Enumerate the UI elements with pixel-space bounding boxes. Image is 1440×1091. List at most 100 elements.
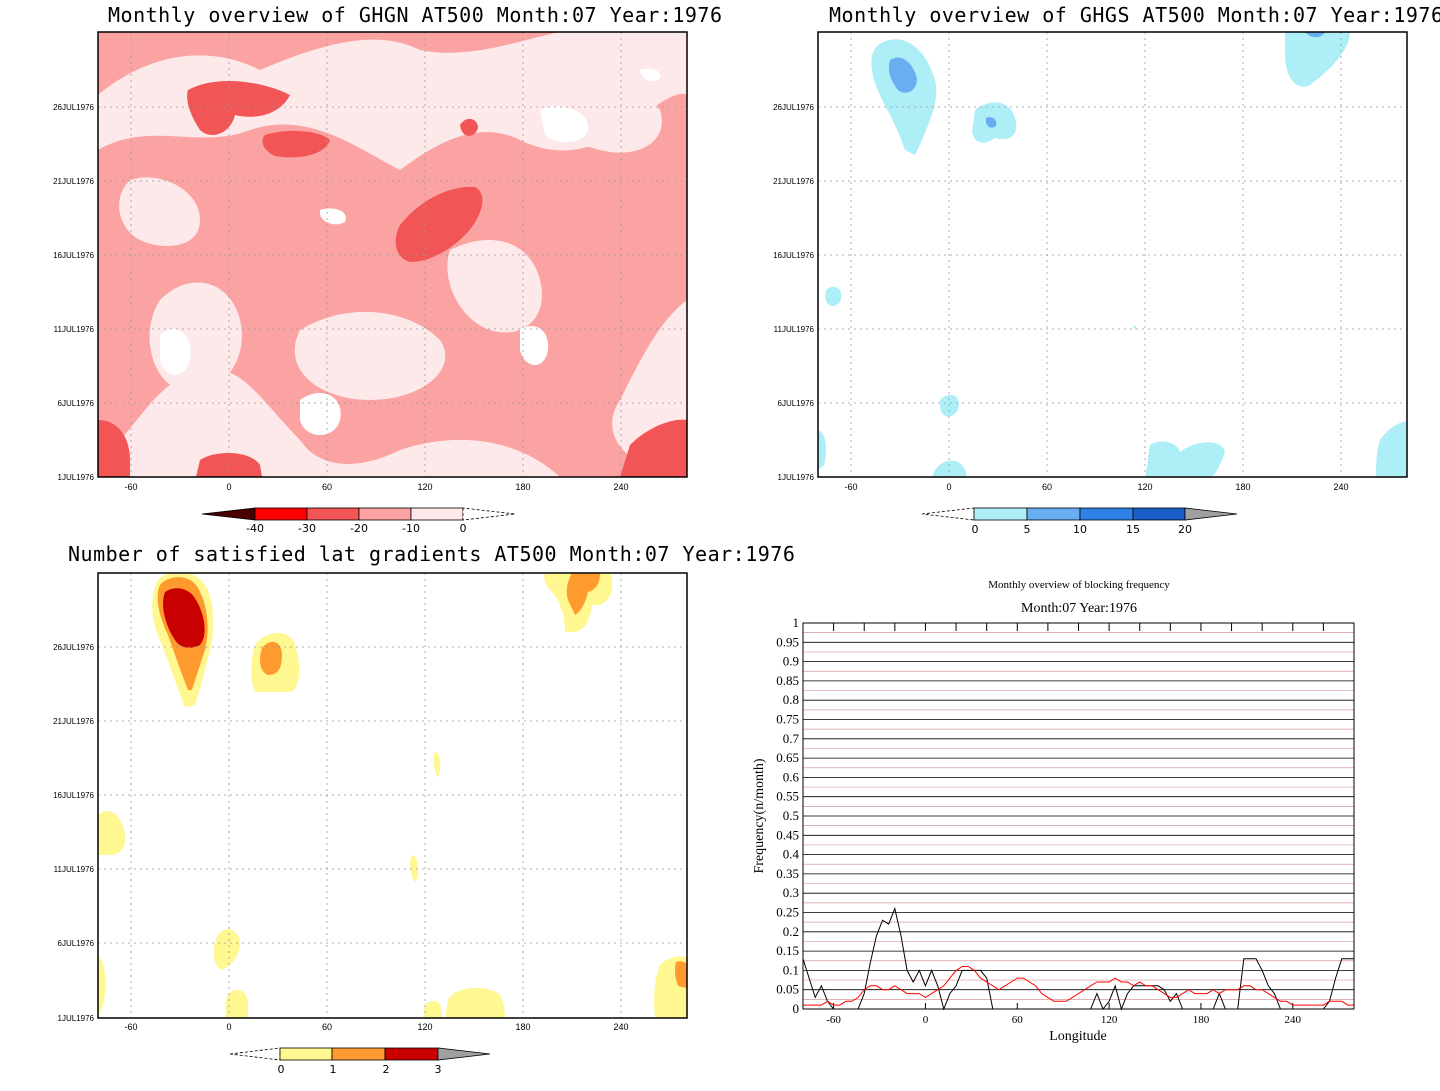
frequency-ytick-label: 0.85	[776, 673, 799, 688]
gradients-frame	[97, 572, 688, 1019]
ghgn-cb-label: -40	[246, 522, 264, 535]
gradients-colorbar: 0 1 2 3	[229, 1047, 491, 1076]
gradients-xtick: -60	[124, 1022, 137, 1032]
frequency-y-axis: 0 0.05 0.1 0.15 0.2 0.25 0.3 0.35 0.4 0.45 0.5 0.55…	[776, 615, 799, 1016]
ghgs-cb-label: 20	[1178, 523, 1192, 536]
frequency-ytick-label: 1	[793, 615, 800, 630]
frequency-ytick-label: 0.4	[783, 847, 800, 862]
ghgn-ytick: 1JUL1976	[58, 473, 95, 482]
ghgn-ytick: 21JUL1976	[53, 177, 94, 186]
frequency-xtick-label: 120	[1101, 1014, 1118, 1026]
frequency-ytick-label: 0.25	[776, 905, 799, 920]
ghgs-xtick: 240	[1333, 482, 1348, 492]
gradients-ytick: 21JUL1976	[53, 717, 94, 726]
ghgn-field	[98, 32, 687, 477]
ghgn-colorbar: -40 -30 -20 -10 0	[201, 507, 516, 535]
frequency-x-axis: -60 0 60 120 180 240	[826, 1014, 1301, 1026]
frequency-ytick-label: 0.9	[783, 654, 799, 669]
frequency-frame	[802, 622, 1355, 1010]
ghgs-ytick: 11JUL1976	[774, 325, 815, 334]
gradients-ytick: 6JUL1976	[58, 939, 95, 948]
ghgn-xtick: 0	[226, 482, 231, 492]
gradients-cb-label: 0	[278, 1063, 285, 1076]
frequency-series-red	[803, 966, 1354, 1006]
frequency-xtick-label: 0	[923, 1014, 929, 1026]
gradients-xtick: 60	[322, 1022, 332, 1032]
gradients-xtick: 180	[515, 1022, 530, 1032]
ghgn-xtick: 180	[515, 482, 530, 492]
frequency-ytick-label: 0.05	[776, 982, 799, 997]
frequency-ytick-label: 0.6	[783, 769, 800, 784]
frequency-subtitle: Month:07 Year:1976	[1021, 601, 1137, 616]
frequency-xtick-label: 240	[1285, 1014, 1302, 1026]
ghgn-cb-label: -30	[298, 522, 316, 535]
ghgn-xtick: -60	[124, 482, 137, 492]
frequency-title: Monthly overview of blocking frequency	[988, 579, 1170, 591]
gradients-title: Number of satisfied lat gradients AT500 …	[68, 542, 796, 566]
ghgs-ytick: 26JUL1976	[773, 103, 814, 112]
gradients-chart: 26JUL1976 21JUL1976 16JUL1976 11JUL1976 …	[53, 572, 688, 1076]
frequency-xlabel: Longitude	[1049, 1029, 1107, 1044]
frequency-ytick-label: 0.65	[776, 750, 799, 765]
frequency-grid	[803, 622, 1355, 1010]
frequency-ytick-label: 0.15	[776, 943, 799, 958]
ghgn-grid	[98, 32, 687, 477]
ghgs-xtick: -60	[844, 482, 857, 492]
ghgn-ytick: 26JUL1976	[53, 103, 94, 112]
gradients-y-axis: 26JUL1976 21JUL1976 16JUL1976 11JUL1976 …	[53, 643, 94, 1023]
gradients-cb-label: 3	[435, 1063, 442, 1076]
ghgs-ytick: 21JUL1976	[773, 177, 814, 186]
frequency-ytick-label: 0.8	[783, 692, 799, 707]
ghgs-y-axis: 26JUL1976 21JUL1976 16JUL1976 11JUL1976 …	[773, 103, 814, 482]
ghgs-field	[818, 32, 1407, 477]
frequency-ytick-label: 0	[793, 1001, 800, 1016]
ghgn-y-axis: 26JUL1976 21JUL1976 16JUL1976 11JUL1976 …	[53, 103, 94, 482]
ghgn-ytick: 16JUL1976	[53, 251, 94, 260]
ghgn-ytick: 6JUL1976	[58, 399, 95, 408]
gradients-ytick: 26JUL1976	[53, 643, 94, 652]
ghgs-xtick: 0	[946, 482, 951, 492]
ghgn-xtick: 120	[417, 482, 432, 492]
ghgs-xtick: 180	[1235, 482, 1250, 492]
ghgn-cb-label: -10	[402, 522, 420, 535]
ghgn-cb-label: -20	[350, 522, 368, 535]
frequency-xtick-label: -60	[826, 1014, 841, 1026]
ghgs-cb-label: 10	[1073, 523, 1087, 536]
ghgn-x-axis: -60 0 60 120 180 240	[124, 482, 628, 492]
ghgs-ytick: 6JUL1976	[778, 399, 815, 408]
frequency-ytick-label: 0.35	[776, 866, 799, 881]
gradients-xtick: 120	[417, 1022, 432, 1032]
frequency-xtick-label: 180	[1193, 1014, 1210, 1026]
frequency-ytick-label: 0.45	[776, 827, 799, 842]
frequency-ytick-label: 0.55	[776, 789, 799, 804]
frequency-ytick-label: 0.7	[783, 731, 800, 746]
gradients-xtick: 0	[226, 1022, 231, 1032]
ghgs-colorbar: 0 5 10 15 20	[921, 507, 1238, 536]
gradients-xtick: 240	[613, 1022, 628, 1032]
gradients-ytick: 11JUL1976	[54, 865, 95, 874]
frequency-ytick-label: 0.5	[783, 808, 799, 823]
ghgn-chart: 26JUL1976 21JUL1976 16JUL1976 11JUL1976 …	[53, 31, 688, 535]
gradients-field	[98, 573, 687, 1018]
ghgs-frame	[817, 31, 1408, 478]
frequency-ytick-label: 0.75	[776, 712, 799, 727]
ghgs-ytick: 16JUL1976	[773, 251, 814, 260]
frequency-ytick-label: 0.2	[783, 924, 799, 939]
frequency-ylabel: Frequency(n/month)	[752, 758, 767, 873]
gradients-cb-label: 2	[383, 1063, 390, 1076]
gradients-ytick: 1JUL1976	[58, 1014, 95, 1023]
gradients-grid	[98, 573, 687, 1018]
ghgs-chart: 26JUL1976 21JUL1976 16JUL1976 11JUL1976 …	[773, 31, 1408, 536]
ghgs-title: Monthly overview of GHGS AT500 Month:07 …	[829, 3, 1440, 27]
ghgs-x-axis: -60 0 60 120 180 240	[844, 482, 1348, 492]
ghgn-cb-label: 0	[460, 522, 467, 535]
frequency-series	[802, 906, 1354, 1011]
ghgs-xtick: 60	[1042, 482, 1052, 492]
ghgn-title: Monthly overview of GHGN AT500 Month:07 …	[108, 3, 723, 27]
ghgs-grid	[818, 32, 1407, 477]
frequency-ytick-label: 0.1	[783, 962, 799, 977]
frequency-chart: Monthly overview of blocking frequency M…	[752, 579, 1355, 1044]
frequency-ytick-label: 0.95	[776, 634, 799, 649]
gradients-x-axis: -60 0 60 120 180 240	[124, 1022, 628, 1032]
ghgs-cb-label: 5	[1024, 523, 1031, 536]
